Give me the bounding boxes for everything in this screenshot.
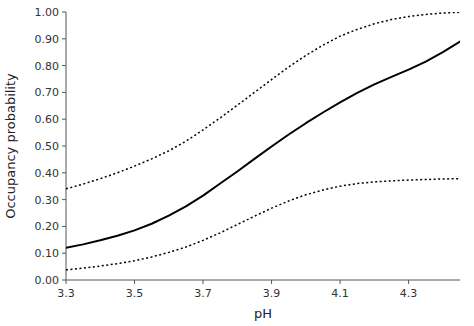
x-tick (134, 280, 135, 284)
x-tick (203, 280, 204, 284)
y-tick (62, 38, 66, 39)
chart-svg: 3.3 3.5 3.7 3.9 4.1 4.3 0.00 0.10 0.20 0.30 0.40 0.… (0, 0, 474, 326)
y-tick (62, 65, 66, 66)
y-tick-label: 0.60 (35, 113, 60, 126)
mean-line (66, 41, 460, 247)
interval-line (66, 12, 460, 189)
axes: 3.3 3.5 3.7 3.9 4.1 4.3 0.00 0.10 0.20 0.30 0.40 0.… (35, 6, 461, 300)
x-tick (271, 280, 272, 284)
x-tick-label: 3.5 (126, 287, 144, 300)
y-tick-label: 0.70 (35, 86, 60, 99)
y-tick (62, 199, 66, 200)
y-tick (62, 253, 66, 254)
y-tick-label: 0.90 (35, 33, 60, 46)
x-tick-label: 4.3 (400, 287, 418, 300)
y-tick-label: 0.40 (35, 167, 60, 180)
y-tick (62, 280, 66, 281)
y-tick (62, 172, 66, 173)
y-tick (62, 92, 66, 93)
y-tick-label: 0.10 (35, 247, 60, 260)
x-tick-label: 3.3 (57, 287, 75, 300)
y-tick-label: 0.30 (35, 194, 60, 207)
y-tick (62, 146, 66, 147)
x-tick (340, 280, 341, 284)
x-tick (66, 280, 67, 284)
x-tick (408, 280, 409, 284)
y-tick (62, 226, 66, 227)
chart-container: 3.3 3.5 3.7 3.9 4.1 4.3 0.00 0.10 0.20 0.30 0.40 0.… (0, 0, 474, 326)
y-tick-label: 0.20 (35, 220, 60, 233)
x-axis-label: pH (254, 306, 272, 321)
x-tick-label: 4.1 (331, 287, 349, 300)
x-axis-line (66, 280, 460, 281)
y-tick-label: 0.00 (35, 274, 60, 287)
interval-line (66, 179, 460, 270)
y-tick-label: 0.80 (35, 60, 60, 73)
x-tick-label: 3.7 (194, 287, 212, 300)
y-tick (62, 12, 66, 13)
y-tick (62, 119, 66, 120)
y-tick-label: 0.50 (35, 140, 60, 153)
plot-area (66, 12, 460, 270)
y-tick-label: 1.00 (35, 6, 60, 19)
x-tick-label: 3.9 (263, 287, 281, 300)
y-axis-label: Occupancy probability (3, 73, 18, 219)
